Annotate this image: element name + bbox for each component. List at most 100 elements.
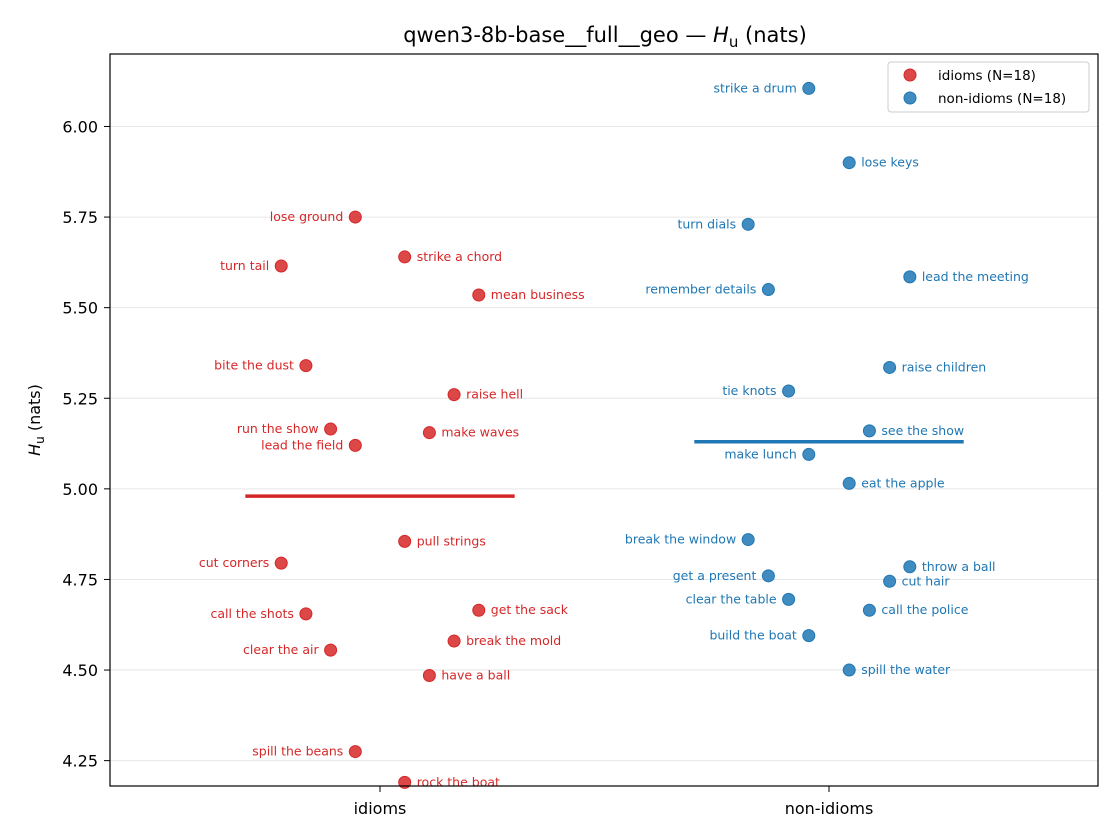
legend: idioms (N=18) non-idioms (N=18) [887, 61, 1090, 113]
data-point [862, 603, 876, 617]
y-axis-label: Hu (nats) [25, 384, 47, 456]
point-label: bite the dust [214, 358, 294, 373]
point-label: turn dials [677, 216, 736, 231]
point-label: run the show [237, 421, 319, 436]
data-point [802, 447, 816, 461]
point-label: lead the meeting [922, 269, 1029, 284]
data-point [741, 533, 755, 547]
point-label: lose ground [270, 209, 344, 224]
point-label: strike a drum [713, 80, 796, 95]
point-label: lead the field [261, 437, 343, 452]
data-point [802, 629, 816, 643]
data-point [842, 156, 856, 170]
y-axis-label-sub: u [33, 436, 47, 444]
point-label: build the boat [709, 628, 796, 643]
point-label: call the police [881, 602, 968, 617]
data-point [802, 81, 816, 95]
y-axis-label-unit: (nats) [25, 384, 44, 436]
point-label: spill the beans [252, 744, 343, 759]
chart-title-var: H [713, 23, 729, 47]
data-point [422, 668, 436, 682]
group-means [245, 439, 964, 498]
data-point [324, 422, 338, 436]
data-point [299, 607, 313, 621]
plot-frame [109, 53, 1099, 787]
point-label: lose keys [861, 155, 919, 170]
y-tick-label: 5.50 [62, 299, 98, 318]
point-label: turn tail [220, 258, 269, 273]
data-point [472, 603, 486, 617]
data-point [782, 592, 796, 606]
data-points [274, 81, 917, 789]
point-label: tie knots [722, 383, 776, 398]
data-point [398, 775, 412, 789]
data-point [422, 426, 436, 440]
data-point [761, 569, 775, 583]
point-label: raise hell [466, 387, 523, 402]
data-point [903, 560, 917, 574]
data-point [472, 288, 486, 302]
data-point [348, 438, 362, 452]
point-label: break the mold [466, 633, 561, 648]
y-tick-label: 5.25 [62, 389, 98, 408]
data-point [274, 259, 288, 273]
point-label: remember details [645, 282, 756, 297]
point-label: cut hair [902, 573, 951, 588]
data-point [348, 745, 362, 759]
legend-marker [903, 68, 917, 82]
data-point [782, 384, 796, 398]
data-point [761, 283, 775, 297]
legend-entry: idioms (N=18) [938, 68, 1036, 84]
y-tick-label: 4.75 [62, 570, 98, 589]
data-point [842, 476, 856, 490]
gridlines [110, 125, 1098, 762]
y-tick-label: 5.00 [62, 480, 98, 499]
legend-entry: non-idioms (N=18) [938, 91, 1066, 107]
data-point [447, 388, 461, 402]
point-label: spill the water [861, 662, 951, 677]
data-point [862, 424, 876, 438]
point-label: get a present [673, 568, 757, 583]
data-point [324, 643, 338, 657]
data-point [299, 359, 313, 373]
point-label: clear the air [243, 642, 319, 657]
point-label: make waves [441, 425, 519, 440]
y-axis-label-var: H [25, 444, 44, 456]
legend-marker [903, 91, 917, 105]
data-point [883, 574, 897, 588]
point-label: see the show [881, 423, 964, 438]
data-point [274, 556, 288, 570]
data-point [883, 360, 897, 374]
point-label: make lunch [724, 446, 796, 461]
chart-title-sub: u [729, 33, 739, 51]
point-labels: lose ground strike a chord turn tail mean b… [199, 80, 1029, 789]
point-label: rock the boat [417, 774, 500, 789]
point-label: clear the table [686, 591, 777, 606]
legend-box [887, 61, 1090, 113]
y-tick-label: 6.00 [62, 117, 98, 136]
y-tick-label: 4.50 [62, 661, 98, 680]
y-axis-ticks: 4.25 4.50 4.75 5.00 5.25 5.50 5.75 6.00 [62, 117, 110, 771]
chart-title-main: qwen3-8b-base__full__geo — [403, 23, 713, 48]
point-label: mean business [491, 287, 585, 302]
point-label: cut corners [199, 555, 269, 570]
data-point [348, 210, 362, 224]
point-label: strike a chord [417, 249, 502, 264]
point-label: get the sack [491, 602, 569, 617]
x-axis-ticks: idioms non-idioms [354, 786, 874, 818]
y-tick-label: 4.25 [62, 752, 98, 771]
x-tick-label: non-idioms [785, 799, 874, 818]
point-label: break the window [625, 532, 736, 547]
point-label: eat the apple [861, 475, 945, 490]
data-point [903, 270, 917, 284]
point-label: pull strings [417, 533, 486, 548]
chart-title-unit: (nats) [738, 23, 806, 47]
point-label: have a ball [441, 667, 510, 682]
point-label: call the shots [210, 606, 293, 621]
point-label: throw a ball [922, 559, 996, 574]
data-point [398, 250, 412, 264]
data-point [398, 534, 412, 548]
x-tick-label: idioms [354, 799, 407, 818]
y-tick-label: 5.75 [62, 208, 98, 227]
